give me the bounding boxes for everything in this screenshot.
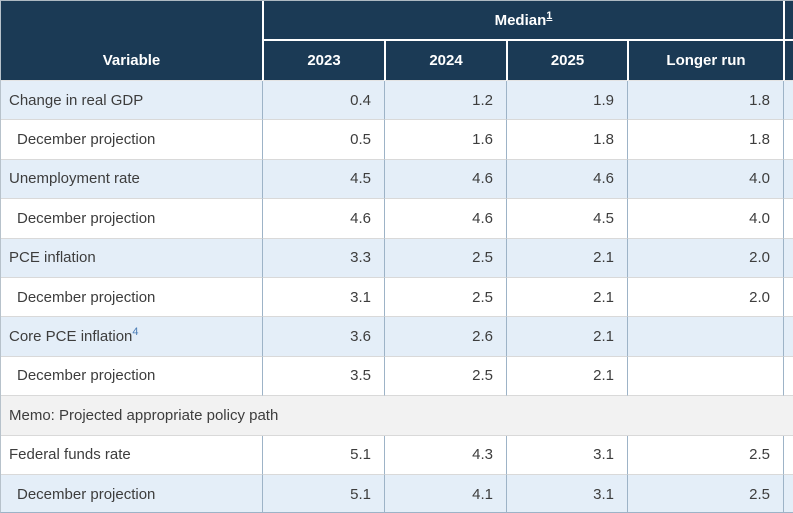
cell-value: 4.6 xyxy=(506,159,627,200)
cell-value: 2.1 xyxy=(506,356,627,397)
cutoff-column-header-bottom xyxy=(783,41,793,81)
cell-value: 3.1 xyxy=(262,277,384,318)
cell-value: 2.5 xyxy=(384,356,506,397)
cell-value: 2.1 xyxy=(506,317,627,357)
footnote-4-link[interactable]: 4 xyxy=(132,326,139,339)
cutoff-cell xyxy=(783,199,793,239)
column-header-2025: 2025 xyxy=(506,41,627,81)
row-label: December projection xyxy=(1,277,262,318)
row-label: Change in real GDP xyxy=(1,81,262,121)
cell-value: 0.5 xyxy=(262,120,384,160)
cell-value: 3.3 xyxy=(262,238,384,278)
cutoff-cell xyxy=(783,356,793,397)
row-label: Unemployment rate xyxy=(1,159,262,200)
cell-value: 4.1 xyxy=(384,474,506,512)
row-label-text: Core PCE inflation xyxy=(9,328,133,346)
table-row-gdp: Change in real GDP 0.4 1.2 1.9 1.8 xyxy=(1,81,793,121)
table-body: Change in real GDP 0.4 1.2 1.9 1.8 Decem… xyxy=(1,81,793,512)
row-label: PCE inflation xyxy=(1,238,262,278)
memo-label: Memo: Projected appropriate policy path xyxy=(1,396,793,436)
median-header-row: Variable Median1 xyxy=(1,1,793,81)
cell-value: 4.5 xyxy=(506,199,627,239)
cell-value: 1.2 xyxy=(384,81,506,121)
column-header-2024: 2024 xyxy=(384,41,506,81)
table-row-federal-funds: Federal funds rate 5.1 4.3 3.1 2.5 xyxy=(1,435,793,475)
cutoff-cell xyxy=(783,474,793,512)
cell-value: 4.6 xyxy=(384,199,506,239)
cell-value: 3.1 xyxy=(506,474,627,512)
table-row-federal-funds-december: December projection 5.1 4.1 3.1 2.5 xyxy=(1,474,793,512)
table-row-pce-inflation: PCE inflation 3.3 2.5 2.1 2.0 xyxy=(1,238,793,278)
table-row-pce-december: December projection 3.1 2.5 2.1 2.0 xyxy=(1,277,793,318)
cell-value: 4.3 xyxy=(384,435,506,475)
cell-value: 2.5 xyxy=(627,474,783,512)
row-label: Federal funds rate xyxy=(1,435,262,475)
row-label: December projection xyxy=(1,199,262,239)
cell-value: 5.1 xyxy=(262,435,384,475)
median-group-header: Median1 xyxy=(262,1,783,41)
row-label: Core PCE inflation4 xyxy=(1,317,262,357)
cell-value: 2.0 xyxy=(627,238,783,278)
median-label: Median xyxy=(494,11,547,29)
cutoff-cell xyxy=(783,277,793,318)
row-label: December projection xyxy=(1,120,262,160)
table-row-gdp-december: December projection 0.5 1.6 1.8 1.8 xyxy=(1,120,793,160)
cell-value xyxy=(627,317,783,357)
footnote-1-link[interactable]: 1 xyxy=(546,9,553,22)
cell-value: 0.4 xyxy=(262,81,384,121)
cutoff-cell xyxy=(783,81,793,121)
cell-value: 3.5 xyxy=(262,356,384,397)
cell-value: 2.5 xyxy=(384,277,506,318)
row-label: December projection xyxy=(1,356,262,397)
cell-value: 1.6 xyxy=(384,120,506,160)
cutoff-cell xyxy=(783,238,793,278)
table-row-core-pce-december: December projection 3.5 2.5 2.1 xyxy=(1,356,793,397)
cell-value: 2.1 xyxy=(506,277,627,318)
cell-value: 2.6 xyxy=(384,317,506,357)
cell-value: 4.5 xyxy=(262,159,384,200)
variable-column-header: Variable xyxy=(1,1,262,81)
table-row-core-pce: Core PCE inflation4 3.6 2.6 2.1 xyxy=(1,317,793,357)
cutoff-column-header-top xyxy=(783,1,793,41)
cell-value: 4.0 xyxy=(627,159,783,200)
cell-value: 1.9 xyxy=(506,81,627,121)
cell-value: 4.6 xyxy=(384,159,506,200)
cell-value: 3.1 xyxy=(506,435,627,475)
cell-value xyxy=(627,356,783,397)
cell-value: 4.0 xyxy=(627,199,783,239)
cutoff-cell xyxy=(783,317,793,357)
table-header: Variable Median1 2023 2024 2025 Longer r… xyxy=(1,1,793,81)
table-row-unemployment: Unemployment rate 4.5 4.6 4.6 4.0 xyxy=(1,159,793,200)
cutoff-cell xyxy=(783,435,793,475)
cell-value: 2.1 xyxy=(506,238,627,278)
cutoff-cell xyxy=(783,120,793,160)
column-header-longer-run: Longer run xyxy=(627,41,783,81)
cell-value: 4.6 xyxy=(262,199,384,239)
table-row-unemployment-december: December projection 4.6 4.6 4.5 4.0 xyxy=(1,199,793,239)
cell-value: 3.6 xyxy=(262,317,384,357)
row-label: December projection xyxy=(1,474,262,512)
cell-value: 2.0 xyxy=(627,277,783,318)
cell-value: 1.8 xyxy=(627,120,783,160)
cell-value: 1.8 xyxy=(627,81,783,121)
cell-value: 1.8 xyxy=(506,120,627,160)
column-header-2023: 2023 xyxy=(262,41,384,81)
cell-value: 5.1 xyxy=(262,474,384,512)
memo-row: Memo: Projected appropriate policy path xyxy=(1,396,793,436)
cell-value: 2.5 xyxy=(627,435,783,475)
cell-value: 2.5 xyxy=(384,238,506,278)
cutoff-cell xyxy=(783,159,793,200)
year-header-row: 2023 2024 2025 Longer run xyxy=(1,41,793,81)
